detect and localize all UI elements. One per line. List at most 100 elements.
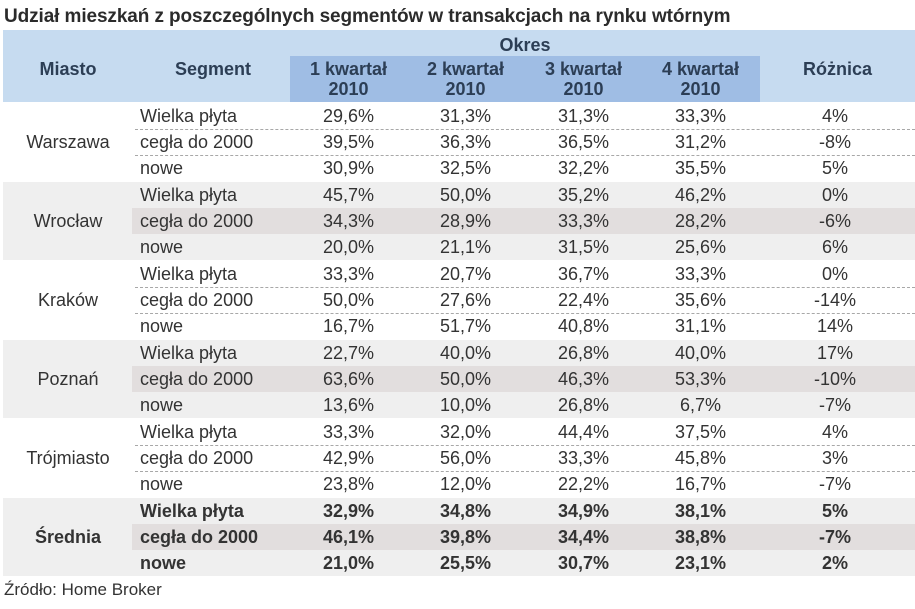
quarter-value-cell: 35,2%	[557, 185, 610, 205]
header-q3-line2: 2010	[563, 79, 604, 99]
difference-cell: -10%	[813, 369, 857, 389]
quarter-value-cell: 20,7%	[439, 264, 492, 284]
segment-cell: cegła do 2000	[140, 211, 254, 231]
quarter-value-cell: 32,2%	[557, 158, 610, 178]
header-q2: 2 kwartał 2010	[407, 59, 524, 99]
segment-cell: nowe	[140, 395, 184, 415]
quarter-value-cell: 31,3%	[439, 106, 492, 126]
row-highlight	[132, 208, 915, 234]
quarter-value-cell: 35,6%	[674, 290, 727, 310]
header-q1: 1 kwartał 2010	[290, 59, 407, 99]
quarter-value-cell: 12,0%	[439, 474, 492, 494]
difference-cell: -7%	[818, 474, 851, 494]
table-row: Wielka płyta 32,9% 34,8% 34,9% 38,1% 5%	[3, 498, 915, 524]
quarter-value-cell: 27,6%	[439, 290, 492, 310]
row-highlight	[132, 366, 915, 392]
quarter-value-cell: 36,7%	[557, 264, 610, 284]
quarter-value-cell: 39,8%	[439, 527, 492, 547]
quarter-value-cell: 63,6%	[322, 369, 375, 389]
difference-cell: 5%	[821, 501, 848, 521]
quarter-value-cell: 53,3%	[674, 369, 727, 389]
quarter-value-cell: 31,5%	[557, 237, 610, 257]
quarter-value-cell: 56,0%	[439, 448, 492, 468]
quarter-value-cell: 34,3%	[322, 211, 375, 231]
city-label: Kraków	[37, 290, 99, 310]
city-label: Wrocław	[33, 211, 103, 231]
quarter-value-cell: 42,9%	[322, 448, 375, 468]
segment-cell: Wielka płyta	[140, 422, 238, 442]
table-row: nowe 16,7% 51,7% 40,8% 31,1% 14%	[3, 313, 915, 339]
segment-cell: nowe	[140, 237, 184, 257]
header-q4-line1: 4 kwartał	[661, 59, 740, 79]
quarter-value-cell: 13,6%	[322, 395, 375, 415]
difference-cell: 4%	[821, 106, 848, 126]
difference-cell: -6%	[818, 211, 851, 231]
table-row: Wielka płyta 45,7% 50,0% 35,2% 46,2% 0%	[3, 182, 915, 208]
quarter-value-cell: 40,8%	[557, 316, 610, 336]
quarter-value-cell: 32,0%	[439, 422, 492, 442]
city-group: Wrocław Wielka płyta 45,7% 50,0% 35,2% 46,2% 0…	[3, 182, 915, 260]
quarter-value-cell: 33,3%	[557, 448, 610, 468]
source-note: Źródło: Home Broker	[4, 580, 162, 599]
header-q2-line2: 2010	[445, 79, 486, 99]
table-row: nowe 21,0% 25,5% 30,7% 23,1% 2%	[3, 550, 915, 576]
header-q4-line2: 2010	[680, 79, 721, 99]
difference-cell: 4%	[821, 422, 848, 442]
quarter-value-cell: 33,3%	[674, 106, 727, 126]
table-row: nowe 23,8% 12,0% 22,2% 16,7% -7%	[3, 471, 915, 497]
header-q1-line2: 2010	[328, 79, 369, 99]
city-label: Warszawa	[26, 132, 110, 152]
quarter-value-cell: 45,8%	[674, 448, 727, 468]
quarter-value-cell: 46,1%	[322, 527, 375, 547]
segment-cell: nowe	[140, 316, 184, 336]
difference-cell: 14%	[816, 316, 854, 336]
header-segment: Segment	[174, 59, 252, 79]
quarter-value-cell: 31,1%	[674, 316, 727, 336]
city-group: Kraków Wielka płyta 33,3% 20,7% 36,7% 33,3% 0%…	[3, 261, 915, 339]
header-okres: Okres	[499, 35, 551, 55]
quarter-value-cell: 44,4%	[557, 422, 610, 442]
row-divider	[135, 155, 915, 156]
table-row: cegła do 2000 63,6% 50,0% 46,3% 53,3% -10%	[3, 366, 915, 392]
table-row: cegła do 2000 34,3% 28,9% 33,3% 28,2% -6%	[3, 208, 915, 234]
quarter-value-cell: 33,3%	[322, 264, 375, 284]
quarter-value-cell: 46,3%	[557, 369, 610, 389]
header-roznica: Różnica	[802, 59, 872, 79]
header-q4: 4 kwartał 2010	[642, 59, 759, 99]
segment-cell: nowe	[140, 158, 184, 178]
table-row: cegła do 2000 39,5% 36,3% 36,5% 31,2% -8%	[3, 129, 915, 155]
quarter-value-cell: 50,0%	[439, 185, 492, 205]
quarter-value-cell: 10,0%	[439, 395, 492, 415]
segment-cell: Wielka płyta	[140, 106, 238, 126]
difference-cell: 5%	[821, 158, 848, 178]
quarter-value-cell: 31,3%	[557, 106, 610, 126]
quarter-value-cell: 36,3%	[439, 132, 492, 152]
difference-cell: 2%	[821, 553, 848, 573]
city-label: Średnia	[34, 527, 102, 547]
row-divider	[135, 445, 915, 446]
quarter-value-cell: 31,2%	[674, 132, 727, 152]
quarter-value-cell: 37,5%	[674, 422, 727, 442]
quarter-value-cell: 25,6%	[674, 237, 727, 257]
table-title: Udział mieszkań z poszczególnych segment…	[4, 6, 731, 27]
table-row: Wielka płyta 29,6% 31,3% 31,3% 33,3% 4%	[3, 103, 915, 129]
quarter-value-cell: 33,3%	[674, 264, 727, 284]
table-row: Wielka płyta 33,3% 20,7% 36,7% 33,3% 0%	[3, 261, 915, 287]
table-row: nowe 30,9% 32,5% 32,2% 35,5% 5%	[3, 155, 915, 181]
quarter-value-cell: 16,7%	[674, 474, 727, 494]
quarter-value-cell: 34,8%	[439, 501, 492, 521]
table-row: nowe 13,6% 10,0% 26,8% 6,7% -7%	[3, 392, 915, 418]
table-row: cegła do 2000 42,9% 56,0% 33,3% 45,8% 3%	[3, 445, 915, 471]
row-divider	[135, 129, 915, 130]
quarter-value-cell: 40,0%	[674, 343, 727, 363]
quarter-value-cell: 38,1%	[674, 501, 727, 521]
difference-cell: 6%	[821, 237, 848, 257]
row-highlight	[132, 524, 915, 550]
quarter-value-cell: 26,8%	[557, 343, 610, 363]
segment-cell: nowe	[140, 474, 184, 494]
quarter-value-cell: 50,0%	[439, 369, 492, 389]
difference-cell: -7%	[818, 395, 851, 415]
quarter-value-cell: 50,0%	[322, 290, 375, 310]
city-group: Średnia Wielka płyta 32,9% 34,8% 34,9% 38,1% 5…	[3, 498, 915, 576]
city-group: Warszawa Wielka płyta 29,6% 31,3% 31,3% 33,3%…	[3, 103, 915, 181]
